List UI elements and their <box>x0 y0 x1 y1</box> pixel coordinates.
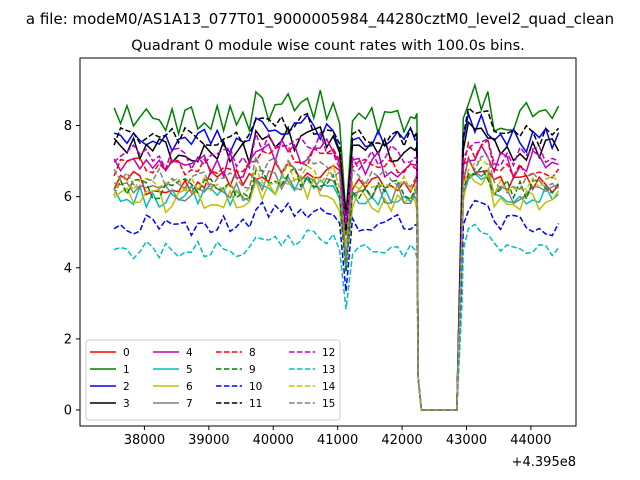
series-line-11 <box>113 106 560 411</box>
legend-label-2: 2 <box>123 381 130 393</box>
legend-label-6: 6 <box>186 381 193 393</box>
legend-label-11: 11 <box>249 398 262 410</box>
legend-label-7: 7 <box>186 398 193 410</box>
legend-label-13: 13 <box>322 364 335 376</box>
legend-label-8: 8 <box>249 347 256 359</box>
legend-box <box>85 339 341 421</box>
series-line-9 <box>113 166 560 411</box>
series-line-14 <box>113 158 560 411</box>
figure-suptitle: a file: modeM0/AS1A13_077T01_9000005984_… <box>26 10 614 29</box>
x-tick-label: 40000 <box>253 433 294 448</box>
y-tick-label: 4 <box>64 261 72 276</box>
series-layer <box>113 82 560 411</box>
legend-label-9: 9 <box>249 364 256 376</box>
legend-label-5: 5 <box>186 364 193 376</box>
y-tick-label: 8 <box>64 119 72 134</box>
legend-label-12: 12 <box>322 347 335 359</box>
series-line-12 <box>113 130 559 411</box>
x-offset-label: +4.395e8 <box>512 455 576 470</box>
series-line-1 <box>113 82 560 411</box>
legend-label-0: 0 <box>123 347 130 359</box>
x-tick-label: 44000 <box>510 433 551 448</box>
x-tick-label: 38000 <box>124 433 165 448</box>
legend-label-1: 1 <box>123 364 130 376</box>
series-line-15 <box>113 153 560 411</box>
legend-label-4: 4 <box>186 347 193 359</box>
series-line-8 <box>113 138 560 411</box>
plot-frame <box>79 57 577 427</box>
y-tick-label: 2 <box>64 332 72 347</box>
legend-label-14: 14 <box>322 381 336 393</box>
series-line-3 <box>113 120 560 411</box>
y-tick-label: 0 <box>64 404 72 419</box>
x-tick-label: 39000 <box>188 433 229 448</box>
x-axis: 38000 39000 40000 41000 42000 43000 44000 <box>124 426 552 448</box>
x-tick-label: 41000 <box>317 433 358 448</box>
chart-title: Quadrant 0 module wise count rates with … <box>131 38 525 54</box>
y-tick-label: 6 <box>64 190 72 205</box>
series-line-13 <box>113 223 560 411</box>
legend-label-3: 3 <box>123 398 130 410</box>
y-axis: 0 2 4 6 8 <box>64 119 80 419</box>
series-line-0 <box>113 155 560 411</box>
x-tick-label: 43000 <box>446 433 487 448</box>
series-line-7 <box>113 169 559 411</box>
series-line-10 <box>113 199 560 411</box>
legend-label-10: 10 <box>249 381 262 393</box>
x-tick-label: 42000 <box>381 433 422 448</box>
legend-label-15: 15 <box>322 398 335 410</box>
